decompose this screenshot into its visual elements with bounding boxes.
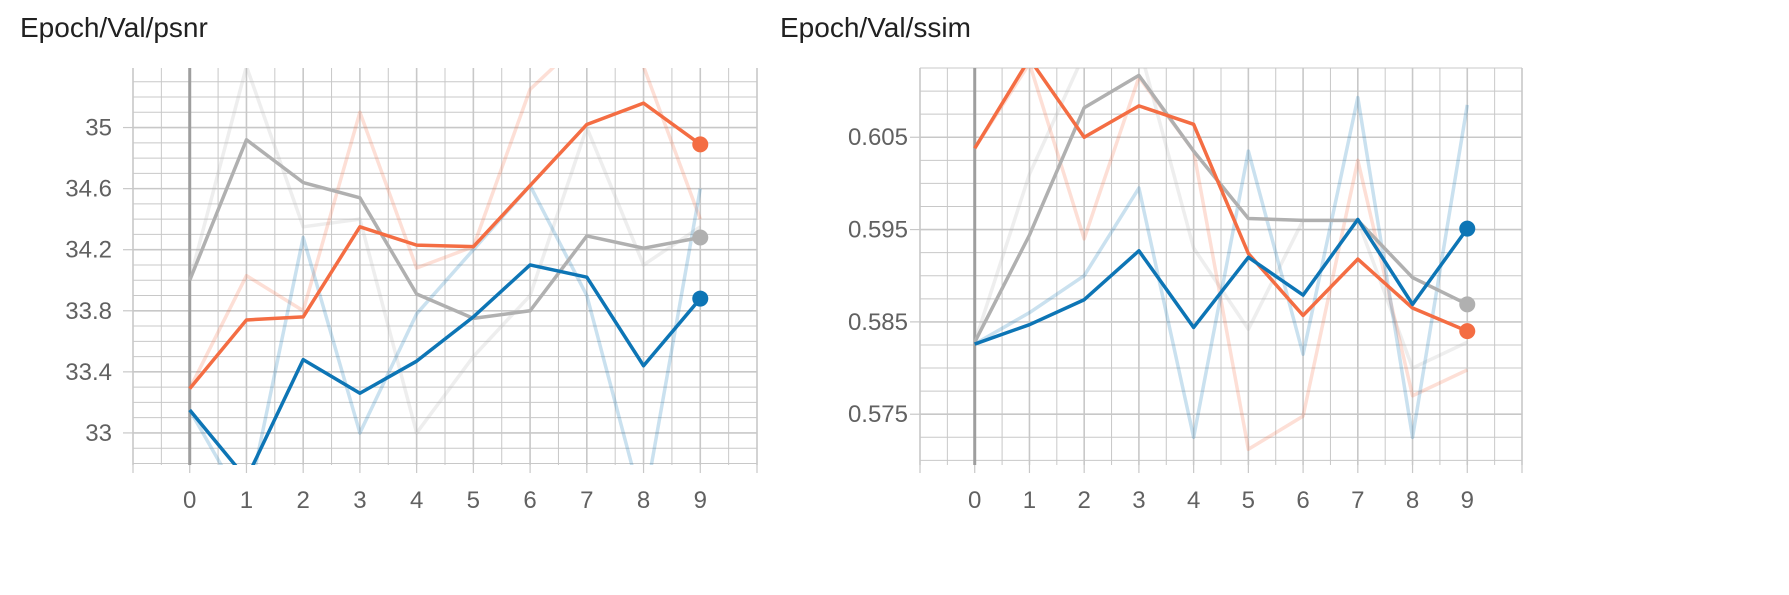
chart-title: Epoch/Val/ssim [780,12,971,43]
series-line-blue [974,217,1469,346]
series-line-orange [188,101,702,390]
chart-title: Epoch/Val/psnr [20,12,208,43]
y-tick-label: 34.6 [65,176,112,203]
series-raw-line-blue [188,183,702,465]
x-tick-label: 2 [1078,487,1091,514]
x-tick-label: 6 [1296,487,1309,514]
y-tick-label: 34.2 [65,237,112,264]
x-tick-label: 6 [523,487,536,514]
x-tick-label: 3 [1132,487,1145,514]
y-tick-label: 0.595 [848,217,908,244]
x-tick-label: 7 [1351,487,1364,514]
series-line-grey [188,138,701,321]
series-raw-line-grey [188,68,702,435]
x-tick-label: 1 [240,487,253,514]
x-tick-label: 9 [1461,487,1474,514]
x-tick-label: 4 [410,487,423,514]
x-tick-label: 1 [1023,487,1036,514]
y-tick-label: 35 [85,115,112,142]
series-group [188,68,702,465]
x-tick-label: 5 [467,487,480,514]
y-tick-label: 33 [85,420,112,447]
series-raw-line-grey [973,68,1469,370]
x-tick-label: 5 [1242,487,1255,514]
x-tick-label: 4 [1187,487,1200,514]
series-line-orange [973,68,1468,333]
y-tick-label: 0.585 [848,309,908,336]
series-end-marker-blue [692,290,709,307]
x-tick-label: 7 [580,487,593,514]
ssim-chart: 0.575 0.585 0.595 0.605 0 1 2 3 4 5 6 7 8 9 [848,67,1523,514]
x-tick-label: 8 [637,487,650,514]
series-end-marker-grey [1459,296,1476,313]
y-tick-label: 33.4 [65,359,112,386]
series-end-marker-blue [1459,220,1476,237]
ssim-chart-panel: Epoch/Val/ssim 0.575 0.585 0.595 0.605 0 1 2 3 4… [765,0,1555,595]
y-tick-label: 33.8 [65,298,112,325]
series-end-marker-orange [692,136,709,153]
x-tick-label: 9 [694,487,707,514]
psnr-chart-panel: Epoch/Val/psnr 33 33.4 33.8 34.2 34.6 35 0 1 2 3 4… [0,0,780,595]
x-tick-label: 8 [1406,487,1419,514]
y-tick-label: 0.575 [848,401,908,428]
psnr-chart: 33 33.4 33.8 34.2 34.6 35 0 1 2 3 4 5 6 7 8 9 [65,68,758,514]
series-raw-line-orange [188,68,702,390]
series-raw-line-orange [973,68,1469,452]
x-tick-label: 2 [297,487,310,514]
y-tick-label: 0.605 [848,124,908,151]
series-end-marker-grey [692,229,709,246]
series-end-marker-orange [1459,323,1476,340]
series-line-blue [188,263,702,465]
series-group [973,68,1469,452]
x-tick-label: 0 [183,487,196,514]
x-tick-label: 0 [968,487,981,514]
x-tick-label: 3 [353,487,366,514]
